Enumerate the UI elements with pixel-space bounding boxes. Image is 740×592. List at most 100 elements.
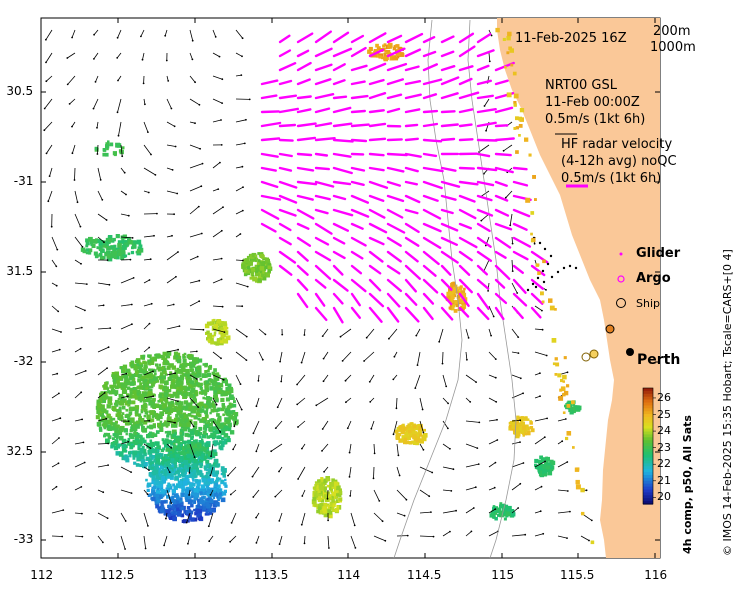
sst-pixel — [121, 389, 127, 394]
sst-pixel — [451, 306, 455, 311]
sst-pixel — [200, 408, 205, 413]
model-arrow-head — [516, 292, 519, 294]
sst-pixel — [418, 430, 422, 435]
hf-radar-arrow — [512, 292, 528, 307]
model-arrow-head — [45, 38, 47, 41]
sst-pixel — [331, 508, 336, 512]
model-current-arrow — [166, 443, 172, 449]
sst-pixel — [179, 365, 182, 368]
model-current-arrow — [51, 259, 57, 267]
model-arrow-head — [478, 421, 481, 424]
hf-radar-arrow — [278, 194, 298, 204]
sst-pixel — [254, 254, 258, 258]
sst-pixel — [96, 246, 100, 250]
hf-radar-arrow — [278, 123, 297, 128]
sst-pixel — [201, 457, 204, 460]
model-arrow-head — [141, 58, 144, 61]
sst-pixel — [115, 409, 120, 413]
model-arrow-head — [321, 428, 324, 430]
sst-pixel — [262, 257, 265, 261]
sst-pixel — [192, 479, 195, 482]
model-current-arrow — [44, 98, 53, 109]
sst-pixel — [151, 491, 156, 496]
model-current-arrow — [120, 512, 127, 522]
sst-pixel — [158, 476, 163, 481]
model-arrow-head — [192, 425, 195, 428]
model-current-arrow — [120, 277, 134, 284]
sst-pixel — [330, 489, 333, 492]
model-arrow-head — [125, 193, 127, 196]
sst-pixel — [221, 338, 227, 344]
sst-pixel — [265, 273, 270, 278]
colorbar-segment — [643, 466, 653, 470]
model-arrow-head — [101, 198, 104, 201]
sst-pixel — [121, 447, 127, 453]
sst-pixel — [199, 377, 203, 381]
model-arrow-head — [220, 357, 222, 360]
sst-pixel — [192, 364, 196, 368]
model-arrow-head — [264, 333, 267, 336]
sst-pixel — [199, 499, 205, 504]
model-current-arrow — [396, 466, 400, 476]
sst-pixel — [148, 368, 151, 371]
sst-pixel — [204, 392, 207, 396]
model-arrow-head — [322, 357, 325, 360]
sst-pixel — [185, 371, 189, 374]
model-arrow-head — [106, 259, 109, 261]
sst-pixel — [88, 236, 93, 242]
sst-pixel — [116, 380, 120, 384]
colorbar-segment — [643, 454, 653, 459]
sst-pixel — [232, 403, 237, 408]
model-arrow-head — [208, 540, 211, 543]
model-arrow-head — [519, 441, 521, 443]
sst-pixel — [228, 414, 233, 420]
hf-radar-arrow — [422, 236, 442, 250]
sst-coastal-pixel — [504, 65, 507, 69]
hf-radar-arrow — [278, 180, 298, 189]
sst-pixel — [107, 390, 111, 394]
sst-pixel — [112, 441, 117, 446]
hf-radar-arrow — [368, 208, 386, 219]
model-arrow-head — [147, 191, 150, 194]
sst-pixel — [152, 397, 156, 402]
model-arrow-head — [348, 476, 351, 478]
sst-pixel — [204, 388, 208, 391]
sst-pixel — [153, 495, 159, 500]
sst-pixel — [176, 410, 181, 415]
hf-radar-arrow — [458, 306, 470, 318]
hf-radar-arrow — [494, 250, 507, 259]
sst-pixel — [207, 479, 211, 482]
model-current-arrow — [321, 443, 329, 452]
sst-pixel — [143, 452, 147, 457]
glider-position — [574, 266, 578, 270]
sst-pixel — [181, 467, 185, 470]
sst-pixel — [115, 377, 120, 382]
sst-pixel — [216, 377, 220, 381]
model-current-arrow — [166, 167, 173, 171]
model-arrow-head — [202, 328, 205, 331]
hf-radar-arrow — [458, 91, 480, 100]
model-arrow-head — [156, 212, 158, 215]
sst-pixel — [167, 409, 170, 412]
model-current-arrow — [143, 323, 150, 330]
model-arrow-head — [230, 522, 233, 524]
model-arrow-head — [58, 437, 60, 439]
sst-pixel — [146, 379, 151, 384]
sst-pixel — [264, 265, 268, 269]
model-arrow-head — [207, 525, 210, 528]
model-current-arrow — [438, 328, 444, 342]
model-arrow-head — [68, 103, 71, 105]
sst-pixel — [208, 378, 212, 381]
sst-pixel — [191, 463, 194, 467]
sst-pixel — [202, 457, 207, 461]
sst-pixel — [155, 430, 160, 434]
sst-pixel — [99, 255, 104, 260]
sst-pixel — [453, 309, 458, 313]
sst-coastal-pixel — [554, 373, 558, 376]
model-arrow-head — [221, 78, 224, 81]
sst-pixel — [218, 424, 223, 429]
model-current-arrow — [212, 162, 221, 169]
sst-pixel — [314, 503, 318, 508]
sst-pixel — [199, 436, 202, 439]
sst-pixel — [109, 245, 114, 250]
